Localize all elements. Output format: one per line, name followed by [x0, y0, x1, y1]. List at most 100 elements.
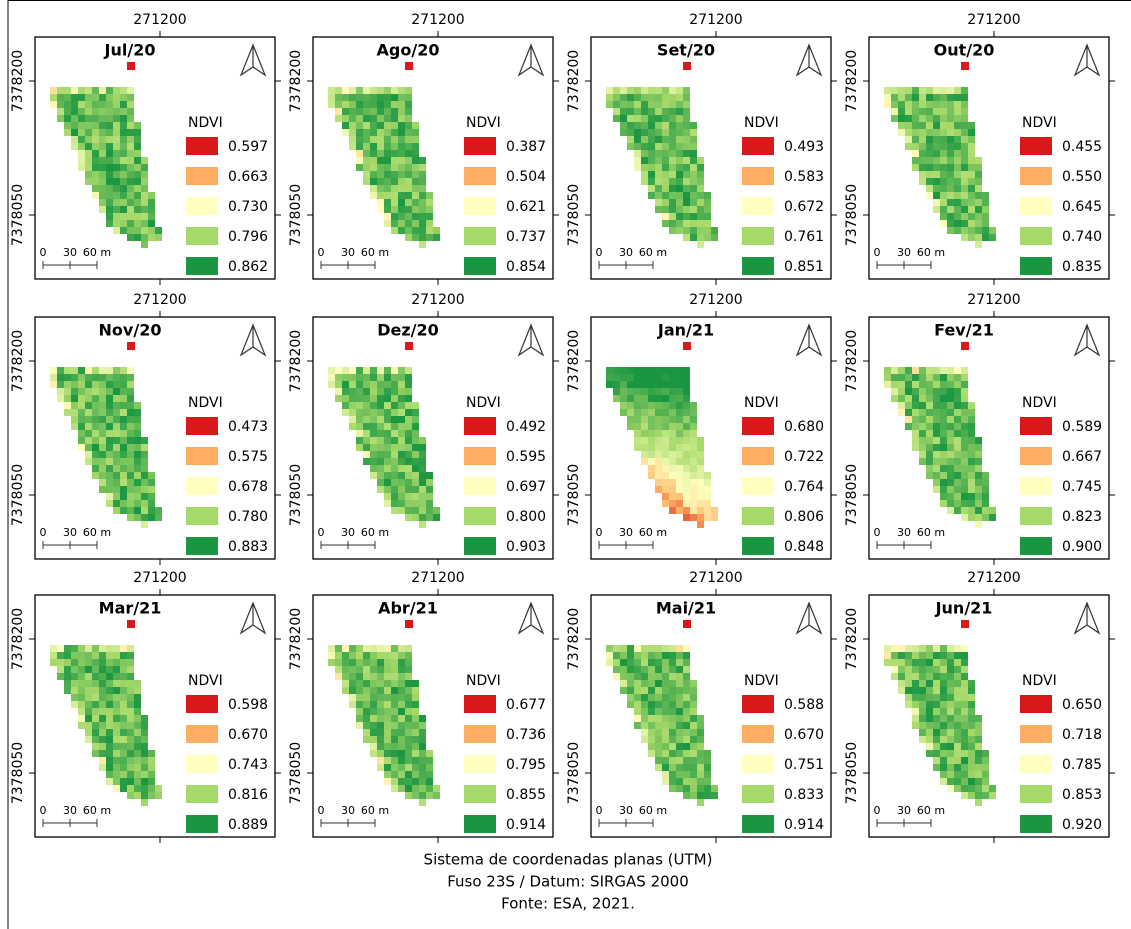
raster-cell: [676, 729, 683, 736]
raster-cell: [891, 94, 898, 101]
raster-cell: [412, 694, 419, 701]
raster-cell: [662, 472, 669, 479]
raster-cell: [384, 395, 391, 402]
raster-cell: [676, 136, 683, 143]
raster-cell: [113, 108, 120, 115]
raster-cell: [968, 514, 975, 521]
raster-cell: [683, 743, 690, 750]
raster-cell: [968, 792, 975, 799]
raster-cell: [940, 687, 947, 694]
raster-cell: [92, 729, 99, 736]
raster-cell: [398, 750, 405, 757]
raster-cell: [620, 101, 627, 108]
raster-cell: [349, 367, 356, 374]
raster-cell: [655, 472, 662, 479]
raster-cell: [662, 206, 669, 213]
raster-cell: [127, 108, 134, 115]
legend-label: 0.835: [1062, 259, 1102, 275]
raster-cell: [106, 680, 113, 687]
raster-cell: [99, 129, 106, 136]
raster-cell: [384, 367, 391, 374]
raster-cell: [683, 150, 690, 157]
raster-cell: [85, 430, 92, 437]
raster-cell: [926, 94, 933, 101]
raster-cell: [975, 486, 982, 493]
raster-cell: [704, 778, 711, 785]
y-coordinate-label: 7378050: [844, 742, 860, 804]
raster-cell: [127, 687, 134, 694]
raster-cell: [419, 799, 426, 806]
legend-label: 0.492: [506, 419, 546, 435]
raster-cell: [377, 645, 384, 652]
raster-cell: [954, 136, 961, 143]
raster-cell: [127, 234, 134, 241]
raster-cell: [947, 701, 954, 708]
map-panel: Ago/2027120073782007378050NDVI0.3870.504…: [288, 12, 559, 285]
raster-cell: [641, 157, 648, 164]
raster-cell: [391, 645, 398, 652]
raster-cell: [127, 750, 134, 757]
raster-cell: [384, 122, 391, 129]
raster-cell: [120, 374, 127, 381]
raster-cell: [662, 764, 669, 771]
map-panel: Set/2027120073782007378050NDVI0.4930.583…: [566, 12, 837, 285]
raster-cell: [349, 395, 356, 402]
raster-cell: [92, 164, 99, 171]
raster-cell: [335, 374, 342, 381]
raster-cell: [106, 444, 113, 451]
raster-cell: [391, 444, 398, 451]
raster-cell: [919, 129, 926, 136]
raster-cell: [982, 778, 989, 785]
raster-cell: [940, 367, 947, 374]
raster-cell: [155, 507, 162, 514]
x-coordinate-label: 271200: [133, 570, 186, 586]
raster-cell: [912, 645, 919, 652]
legend-label: 0.740: [1062, 229, 1102, 245]
raster-cell: [711, 234, 718, 241]
raster-cell: [961, 729, 968, 736]
y-coordinate-label: 7378050: [10, 184, 26, 246]
raster-cell: [134, 750, 141, 757]
raster-cell: [419, 206, 426, 213]
raster-cell: [134, 423, 141, 430]
raster-cell: [398, 402, 405, 409]
raster-cell: [78, 409, 85, 416]
raster-cell: [391, 122, 398, 129]
raster-cell: [627, 143, 634, 150]
raster-cell: [982, 192, 989, 199]
raster-cell: [412, 220, 419, 227]
raster-cell: [412, 234, 419, 241]
legend-swatch: [1020, 257, 1052, 275]
raster-cell: [669, 694, 676, 701]
raster-cell: [419, 785, 426, 792]
raster-cell: [648, 122, 655, 129]
raster-cell: [905, 136, 912, 143]
scale-label: 0: [318, 246, 325, 259]
raster-cell: [127, 227, 134, 234]
raster-cell: [405, 472, 412, 479]
raster-cell: [655, 157, 662, 164]
raster-cell: [947, 750, 954, 757]
raster-cell: [412, 743, 419, 750]
footer-line: Fonte: ESA, 2021.: [501, 895, 635, 913]
raster-cell: [606, 101, 613, 108]
raster-cell: [106, 652, 113, 659]
raster-cell: [99, 171, 106, 178]
panel-title: Jan/21: [657, 321, 714, 340]
raster-cell: [676, 472, 683, 479]
raster-cell: [975, 722, 982, 729]
raster-cell: [328, 381, 335, 388]
raster-cell: [975, 521, 982, 528]
raster-cell: [335, 652, 342, 659]
raster-cell: [391, 680, 398, 687]
raster-cell: [134, 437, 141, 444]
raster-cell: [391, 129, 398, 136]
raster-cell: [85, 374, 92, 381]
legend-swatch: [186, 417, 218, 435]
raster-cell: [349, 94, 356, 101]
raster-cell: [704, 234, 711, 241]
raster-cell: [669, 192, 676, 199]
raster-cell: [356, 150, 363, 157]
raster-cell: [669, 771, 676, 778]
raster-cell: [947, 402, 954, 409]
